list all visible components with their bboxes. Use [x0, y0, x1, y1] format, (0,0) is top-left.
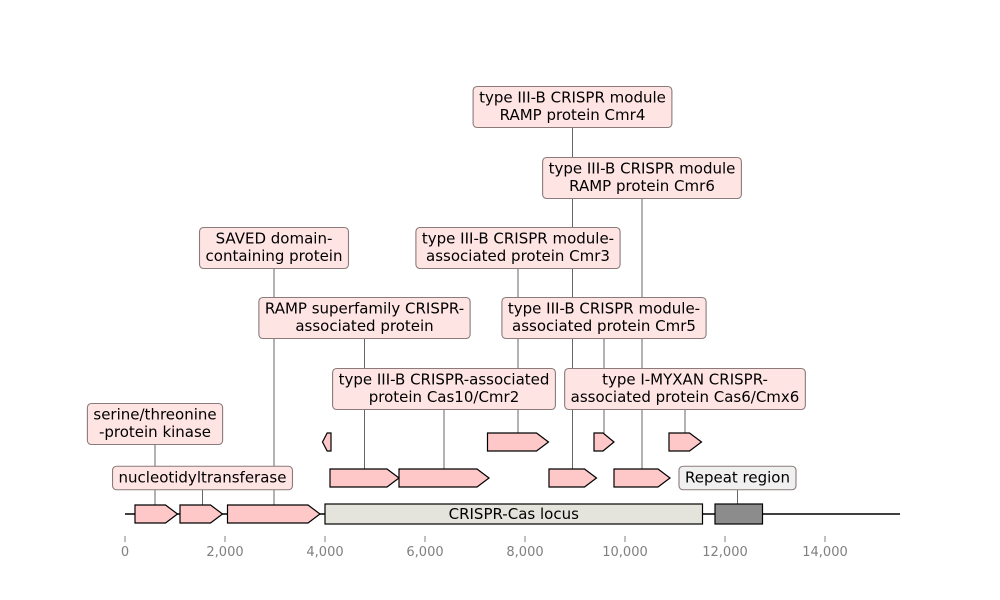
feature-label-box	[198, 226, 350, 270]
x-tick-label: 8,000	[506, 545, 543, 560]
crispr-cas-locus-box	[324, 503, 704, 525]
gene-arrow-f3	[226, 504, 321, 524]
gene-arrow-f10	[593, 432, 615, 452]
feature-label-text: containing protein	[206, 247, 343, 265]
feature-label-box	[332, 367, 556, 411]
feature-label-box	[111, 465, 294, 491]
feature-label-text: serine/threonine	[93, 406, 216, 424]
x-tick-label: 14,000	[802, 545, 848, 560]
x-tick-label: 12,000	[702, 545, 748, 560]
x-tick-label: 6,000	[406, 545, 443, 560]
feature-label-text: type III-B CRISPR module	[549, 160, 736, 178]
feature-label-box	[542, 156, 742, 200]
feature-label-text: RAMP protein Cmr6	[569, 177, 715, 195]
x-tick-label: 0	[121, 545, 129, 560]
feature-label-text: associated protein Cas6/Cmx6	[571, 388, 800, 406]
feature-label-text: type III-B CRISPR module-	[422, 230, 614, 248]
feature-label-text: type I-MYXAN CRISPR-	[602, 371, 768, 389]
gene-arrow-f4	[329, 468, 400, 488]
feature-label-box	[678, 465, 797, 491]
x-tick-label: 2,000	[206, 545, 243, 560]
feature-label-text: type III-B CRISPR-associated	[339, 371, 550, 389]
feature-label-text: RAMP protein Cmr4	[500, 106, 646, 124]
feature-label-text: protein Cas10/Cmr2	[369, 388, 520, 406]
gene-arrow-f1	[134, 504, 179, 524]
feature-label-text: associated protein	[295, 317, 433, 335]
feature-label-text: type III-B CRISPR module	[479, 89, 666, 107]
x-tick-label: 10,000	[602, 545, 648, 560]
feature-label-text: associated protein Cmr5	[512, 317, 696, 335]
feature-label-box	[86, 402, 224, 446]
gene-arrow-f8	[321, 432, 332, 452]
gene-arrow-f11	[668, 432, 703, 452]
feature-labels: nucleotidyltransferase serine/threonine-p…	[86, 85, 806, 491]
x-axis: 0 2,000 4,000 6,000 8,000 10,000 12,000 14,000	[121, 536, 848, 560]
gene-arrow-f9	[486, 432, 550, 452]
feature-label-box	[501, 296, 707, 340]
feature-label-text: nucleotidyltransferase	[119, 468, 287, 486]
locus-label: CRISPR-Cas locus	[449, 505, 579, 523]
gene-arrow-f2	[179, 504, 224, 524]
feature-label-box	[415, 226, 621, 270]
feature-track: CRISPR-Cas locus	[134, 432, 764, 525]
gene-arrow-f6	[548, 468, 598, 488]
gene-arrow-f7	[613, 468, 671, 488]
feature-label-text: associated protein Cmr3	[426, 247, 610, 265]
repeat-region-box	[714, 503, 764, 525]
feature-label-box	[564, 367, 806, 411]
feature-label-box	[472, 85, 673, 129]
feature-label-text: type III-B CRISPR module-	[508, 300, 700, 318]
feature-label-box	[258, 296, 471, 340]
feature-label-text: RAMP superfamily CRISPR-	[265, 300, 464, 318]
feature-label-text: Repeat region	[685, 468, 790, 486]
feature-label-text: -protein kinase	[99, 423, 211, 441]
gene-arrow-f5	[398, 468, 490, 488]
feature-label-text: SAVED domain-	[216, 230, 333, 248]
x-tick-label: 4,000	[306, 545, 343, 560]
